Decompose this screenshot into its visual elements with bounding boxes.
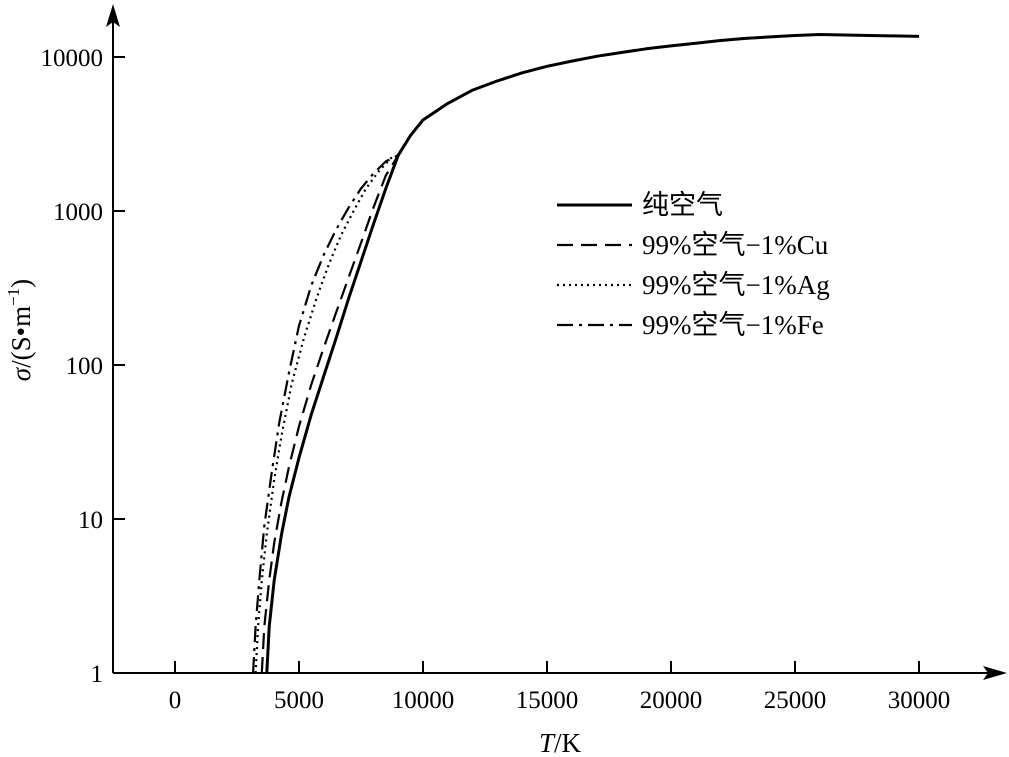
- y-axis-label-unit: /(S•m: [6, 306, 36, 368]
- y-axis-label-sup: −1: [4, 288, 23, 306]
- y-tick-label: 10000: [41, 45, 104, 72]
- x-axis-label-unit: /K: [554, 728, 582, 757]
- x-axis-arrow: [983, 666, 1007, 680]
- x-tick-label: 25000: [764, 687, 827, 714]
- series-line-1: [260, 154, 400, 674]
- series-line-0: [265, 33, 920, 674]
- series-line-3: [252, 154, 399, 674]
- axes: [106, 4, 1007, 680]
- x-tick-label: 10000: [392, 687, 455, 714]
- y-axis-arrow: [106, 4, 120, 27]
- y-ticks: 1 10 100 1000 10000: [41, 45, 125, 688]
- legend-label: 99%空气−1%Ag: [642, 270, 830, 300]
- y-tick-label: 1000: [53, 199, 103, 226]
- x-tick-label: 0: [169, 687, 182, 714]
- series-line-2: [254, 154, 399, 674]
- x-axis-label-var: T: [539, 728, 556, 757]
- x-tick-label: 15000: [516, 687, 579, 714]
- y-tick-label: 10: [78, 507, 103, 534]
- legend-label: 纯空气: [642, 190, 723, 220]
- y-axis-label: σ/(S•m−1): [4, 279, 36, 381]
- x-tick-label: 30000: [888, 687, 951, 714]
- x-axis-label: T/K: [539, 728, 582, 757]
- x-ticks: 0 5000 10000 15000 20000 25000 30000: [169, 661, 951, 714]
- y-tick-label: 100: [66, 353, 104, 380]
- legend: 纯空气 99%空气−1%Cu 99%空气−1%Ag 99%空气−1%Fe: [557, 190, 830, 340]
- series-lines: [252, 33, 920, 674]
- x-tick-label: 20000: [640, 687, 703, 714]
- y-axis-label-var: σ: [6, 366, 36, 381]
- legend-label: 99%空气−1%Cu: [642, 230, 829, 260]
- y-axis-label-close: ): [6, 279, 36, 288]
- y-tick-label: 1: [91, 661, 104, 688]
- legend-label: 99%空气−1%Fe: [642, 310, 824, 340]
- x-tick-label: 5000: [274, 687, 324, 714]
